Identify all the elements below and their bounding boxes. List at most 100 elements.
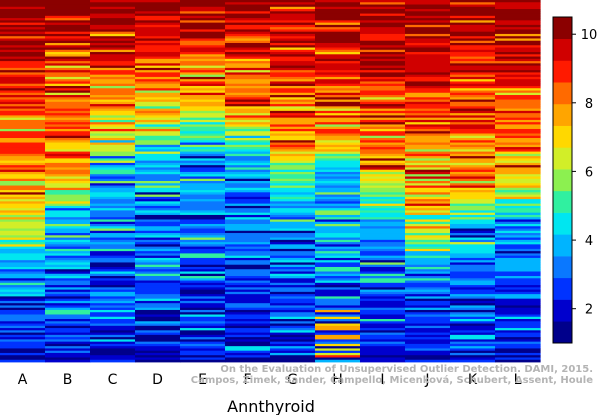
heatmap-cell <box>450 124 496 128</box>
heatmap-cell <box>315 42 361 46</box>
heatmap-cell <box>0 217 46 220</box>
heatmap-cell <box>180 264 226 268</box>
heatmap-cell <box>0 63 46 67</box>
heatmap-cell <box>180 328 226 331</box>
heatmap-cell <box>270 303 316 306</box>
heatmap-cell <box>360 54 406 57</box>
heatmap-cell <box>45 63 91 67</box>
heatmap-cell <box>225 153 271 157</box>
heatmap-cell <box>45 104 91 107</box>
heatmap-cell <box>360 36 406 39</box>
heatmap-cell <box>450 47 496 51</box>
heatmap-cell <box>495 280 541 284</box>
heatmap-cell <box>360 20 406 24</box>
heatmap-cell <box>180 233 226 236</box>
heatmap-cell <box>450 158 496 162</box>
colorbar-segment <box>553 17 572 40</box>
heatmap-cell <box>495 110 541 114</box>
heatmap-cell <box>225 0 271 3</box>
heatmap-cell <box>0 117 46 121</box>
heatmap-cell <box>90 266 136 270</box>
heatmap-cell <box>495 58 541 62</box>
heatmap-cell <box>45 255 91 259</box>
heatmap-cell <box>270 223 316 227</box>
heatmap-cell <box>45 187 91 191</box>
heatmap-cell <box>315 257 361 261</box>
heatmap-cell <box>225 203 271 207</box>
heatmap-cell <box>180 15 226 19</box>
heatmap-cell <box>450 282 496 286</box>
heatmap-cell <box>45 156 91 159</box>
heatmap-cell <box>450 357 496 361</box>
heatmap-cell <box>315 45 361 48</box>
heatmap-cell <box>90 76 136 80</box>
heatmap-cell <box>360 47 406 51</box>
heatmap-cell <box>270 316 316 320</box>
heatmap-cell <box>0 276 46 279</box>
heatmap-cell <box>360 88 406 91</box>
heatmap-cell <box>405 117 451 121</box>
heatmap-cell <box>0 24 46 28</box>
column-label-f: F <box>243 372 251 388</box>
heatmap-cell <box>495 276 541 279</box>
heatmap-cell <box>360 162 406 166</box>
heatmap-cell <box>225 169 271 173</box>
heatmap-cell <box>90 223 136 227</box>
heatmap-cell <box>270 151 316 155</box>
heatmap-cell <box>225 4 271 8</box>
heatmap-cell <box>405 11 451 14</box>
heatmap-cell <box>45 160 91 164</box>
heatmap-cell <box>90 88 136 91</box>
heatmap-cell <box>450 228 496 232</box>
heatmap-cell <box>45 24 91 28</box>
heatmap-cell <box>450 83 496 87</box>
heatmap-cell <box>495 31 541 35</box>
heatmap-cell <box>405 303 451 306</box>
heatmap-cell <box>0 160 46 164</box>
heatmap-cell <box>315 36 361 39</box>
heatmap-cell <box>45 352 91 356</box>
heatmap-cell <box>495 13 541 17</box>
heatmap-cell <box>90 126 136 130</box>
heatmap-cell <box>135 251 181 254</box>
heatmap-cell <box>405 357 451 361</box>
heatmap-cell <box>0 131 46 134</box>
heatmap-cell <box>45 110 91 114</box>
heatmap-cell <box>405 2 451 5</box>
heatmap-cell <box>315 90 361 94</box>
heatmap-cell <box>225 196 271 200</box>
heatmap-cell <box>90 90 136 94</box>
heatmap-cell <box>90 65 136 69</box>
heatmap-cell <box>450 0 496 3</box>
heatmap-cell <box>135 291 181 295</box>
heatmap-cell <box>315 266 361 270</box>
heatmap-cell <box>450 208 496 211</box>
heatmap-cell <box>360 210 406 214</box>
heatmap-cell <box>135 269 181 272</box>
heatmap-cell <box>315 113 361 116</box>
heatmap-cell <box>315 352 361 356</box>
heatmap-cell <box>135 285 181 288</box>
heatmap-cell <box>405 15 451 19</box>
heatmap-cell <box>0 56 46 60</box>
heatmap-cell <box>135 119 181 123</box>
heatmap-cell <box>270 15 316 19</box>
heatmap-cell <box>315 167 361 171</box>
heatmap-cell <box>135 181 181 184</box>
heatmap-cell <box>315 289 361 293</box>
heatmap-cell <box>315 85 361 89</box>
heatmap-cell <box>360 226 406 229</box>
heatmap-cell <box>270 300 316 304</box>
heatmap-cell <box>180 162 226 166</box>
heatmap-cell <box>450 253 496 257</box>
heatmap-cell <box>270 330 316 333</box>
heatmap-cell <box>90 307 136 311</box>
heatmap-cell <box>135 334 181 338</box>
heatmap-cell <box>270 352 316 356</box>
heatmap-cell <box>495 45 541 48</box>
heatmap-cell <box>405 276 451 279</box>
heatmap-cell <box>270 210 316 214</box>
heatmap-cell <box>90 42 136 46</box>
heatmap-cell <box>450 348 496 352</box>
heatmap-cell <box>225 95 271 98</box>
